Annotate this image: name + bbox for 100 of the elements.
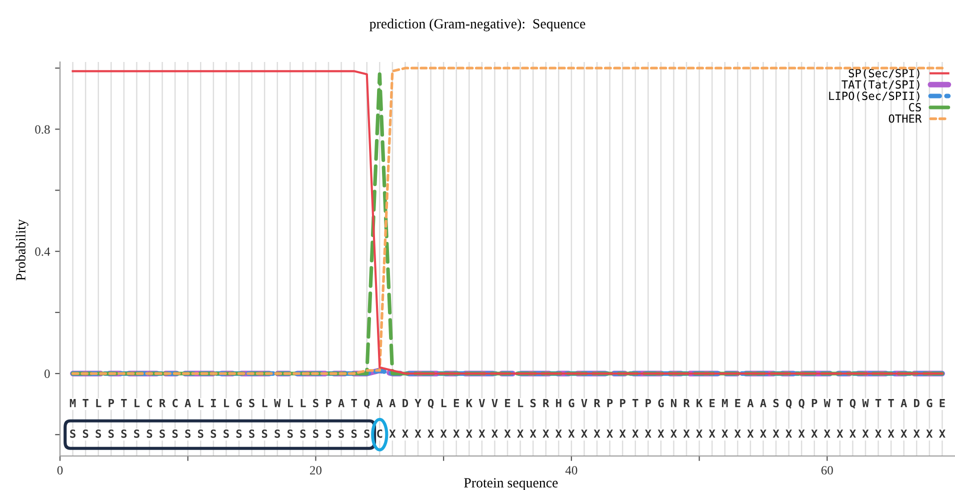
x-tick-label: 20	[310, 466, 322, 475]
annotation: L	[518, 399, 524, 408]
annotation: W	[862, 399, 869, 408]
annotation: P	[812, 399, 818, 408]
annotation: X	[747, 430, 754, 438]
annotation: S	[326, 429, 332, 438]
annotation: S	[288, 429, 293, 438]
annotation: X	[414, 430, 422, 438]
annotation: X	[862, 430, 869, 438]
annotation: P	[620, 399, 626, 408]
x-axis-title: Protein sequence	[464, 478, 558, 490]
annotation: Q	[798, 398, 804, 409]
annotation: T	[632, 399, 638, 408]
annotation: R	[160, 399, 166, 408]
annotation: X	[402, 430, 408, 438]
annotation: X	[811, 430, 818, 438]
annotation: T	[82, 399, 88, 408]
annotation: S	[338, 429, 344, 438]
annotation: P	[326, 399, 332, 408]
annotation: X	[658, 430, 664, 438]
annotation: S	[134, 429, 140, 438]
annotation: X	[644, 430, 652, 438]
annotation: G	[926, 398, 932, 408]
legend-label: TAT(Tat/SPI)	[842, 80, 920, 90]
annotation: X	[542, 430, 550, 438]
annotation: W	[824, 399, 830, 408]
annotation: X	[760, 430, 766, 438]
annotation: L	[224, 399, 230, 408]
annotation: X	[466, 430, 472, 438]
annotation: K	[466, 399, 472, 408]
annotation: L	[300, 399, 306, 408]
annotation: X	[632, 430, 639, 438]
annotation: M	[722, 399, 728, 408]
annotation: D	[402, 399, 408, 408]
annotation: G	[658, 398, 664, 408]
annotation: P	[607, 399, 613, 408]
annotation: S	[160, 429, 165, 438]
annotation: S	[249, 429, 254, 438]
annotation: A	[900, 399, 908, 408]
annotation: S	[313, 429, 318, 438]
annotation: A	[338, 399, 344, 408]
annotation: X	[722, 430, 728, 438]
annotation: R	[594, 399, 600, 408]
annotation: V	[492, 399, 498, 408]
annotation: S	[224, 429, 229, 438]
annotation: X	[453, 430, 460, 438]
annotation: S	[82, 429, 88, 438]
annotation: W	[274, 399, 281, 408]
annotation: X	[850, 430, 856, 438]
annotation: X	[530, 430, 536, 438]
annotation: L	[441, 399, 446, 408]
annotation: P	[646, 399, 652, 408]
annotation: X	[888, 430, 894, 438]
annotation: S	[351, 429, 357, 438]
annotation: A	[747, 399, 754, 408]
annotation: X	[734, 430, 741, 438]
annotation: X	[568, 430, 575, 438]
annotation: X	[428, 430, 434, 438]
annotation: X	[875, 430, 882, 438]
annotation: V	[478, 399, 485, 408]
annotation: X	[836, 430, 844, 438]
annotation: Q	[428, 398, 434, 409]
x-tick-label: 40	[565, 466, 578, 475]
annotation: S	[262, 429, 268, 438]
annotation: X	[581, 430, 588, 438]
annotation: G	[236, 398, 242, 408]
annotation: S	[121, 429, 127, 438]
annotation: L	[96, 399, 102, 408]
annotation: A	[376, 399, 383, 408]
y-tick-label: 0	[44, 370, 50, 378]
annotation: X	[824, 430, 830, 438]
annotation: A	[184, 399, 192, 408]
annotation: S	[236, 429, 242, 438]
annotation: V	[581, 399, 588, 408]
y-axis-title: Probability	[16, 219, 28, 280]
annotation: T	[837, 399, 843, 408]
annotation: C	[377, 429, 382, 438]
annotation: S	[146, 429, 152, 438]
annotation: X	[683, 430, 690, 438]
annotation: R	[684, 399, 690, 408]
annotation: Q	[786, 398, 792, 409]
annotation: Q	[364, 398, 370, 409]
y-tick-label: 0.4	[35, 247, 50, 256]
annotation: X	[926, 430, 933, 438]
legend-label: OTHER	[888, 114, 922, 123]
annotation: D	[914, 399, 920, 408]
annotation: L	[134, 399, 140, 408]
annotation: P	[108, 399, 114, 408]
annotation: E	[454, 399, 459, 408]
annotation: S	[773, 398, 779, 408]
annotation: C	[146, 398, 152, 408]
annotation: X	[696, 430, 702, 438]
annotation: X	[594, 430, 600, 438]
annotation: X	[478, 430, 486, 438]
annotation: E	[940, 399, 945, 408]
annotation: C	[172, 398, 178, 408]
annotation: S	[210, 429, 216, 438]
annotation: S	[300, 429, 306, 438]
x-tick-label: 60	[821, 466, 833, 475]
annotation: S	[274, 429, 280, 438]
